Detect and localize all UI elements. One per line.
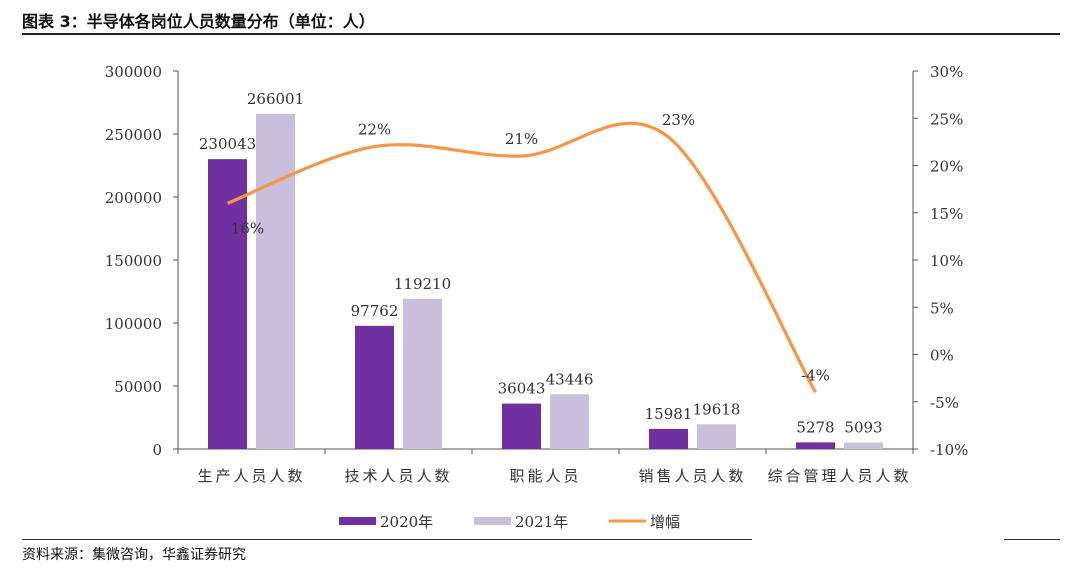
- bar-2020: [796, 442, 835, 449]
- right-tick-label: 25%: [930, 110, 963, 128]
- bar-2021: [550, 394, 589, 449]
- growth-value-label: 21%: [505, 130, 538, 148]
- x-category-label: 销售人员人数: [638, 467, 746, 485]
- bar-value-label: 43446: [546, 370, 594, 388]
- legend-swatch-2020: [339, 517, 376, 525]
- bar-value-label: 19618: [693, 400, 741, 418]
- x-category-label: 技术人员人数: [344, 467, 452, 485]
- source-rule-right: [1004, 539, 1060, 540]
- growth-line-path: [226, 121, 817, 394]
- source-note: 资料来源：集微咨询，华鑫证券研究: [22, 547, 246, 563]
- legend-label-2021: 2021年: [515, 513, 568, 531]
- legend: 2020年 2021年 增幅: [339, 513, 680, 531]
- x-category-label: 综合管理人员人数: [767, 467, 911, 485]
- bar-2021: [256, 113, 295, 449]
- legend-swatch-2021: [474, 517, 511, 525]
- bar-value-label: 36043: [498, 380, 546, 398]
- bar-2020: [649, 428, 688, 449]
- bar-2020: [502, 403, 541, 449]
- axes: 0 50000 100000 150000 200000 250000 300000 -10%…: [105, 63, 969, 485]
- right-tick-label: 30%: [930, 63, 963, 81]
- right-tick-label: -10%: [930, 441, 968, 459]
- legend-label-2020: 2020年: [380, 513, 433, 531]
- bar-value-label: 5278: [796, 418, 834, 436]
- bar-2020: [355, 325, 394, 449]
- growth-value-label: 23%: [662, 111, 695, 129]
- bar-value-label: 15981: [645, 405, 693, 423]
- x-category-label: 职能人员: [509, 467, 581, 485]
- growth-value-label: -4%: [801, 366, 830, 384]
- bar-2020: [208, 159, 247, 449]
- right-tick-label: 5%: [930, 299, 954, 317]
- right-tick-label: 15%: [930, 205, 963, 223]
- bar-value-label: 97762: [351, 302, 399, 320]
- legend-label-growth: 增幅: [650, 513, 680, 531]
- bar-value-label: 230043: [199, 135, 256, 153]
- bar-value-label: 119210: [394, 275, 451, 293]
- right-tick-label: 20%: [930, 158, 963, 176]
- left-tick-label: 300000: [105, 63, 162, 81]
- right-tick-label: 10%: [930, 252, 963, 270]
- left-tick-label: 150000: [105, 252, 162, 270]
- bars: [208, 113, 883, 449]
- left-tick-label: 0: [152, 441, 162, 459]
- x-category-label: 生产人员人数: [197, 467, 305, 485]
- growth-value-label: 22%: [358, 121, 391, 139]
- left-tick-label: 200000: [105, 189, 162, 207]
- bar-value-label: 5093: [844, 419, 882, 437]
- growth-value-label: 16%: [231, 219, 264, 237]
- bar-2021: [697, 424, 736, 449]
- growth-line: [226, 121, 817, 394]
- left-tick-label: 50000: [114, 378, 162, 396]
- title-rule: [22, 33, 1060, 35]
- right-tick-label: -5%: [930, 394, 959, 412]
- bar-2021: [844, 442, 883, 449]
- left-tick-label: 250000: [105, 126, 162, 144]
- source-rule: [22, 539, 752, 540]
- bar-2021: [403, 298, 442, 449]
- data-labels: 230043 97762 36043 15981 5278 266001 119210 434…: [199, 90, 883, 437]
- left-tick-label: 100000: [105, 315, 162, 333]
- chart-title: 图表 3：半导体各岗位人员数量分布（单位：人）: [22, 12, 375, 31]
- bar-value-label: 266001: [247, 90, 304, 108]
- right-tick-label: 0%: [930, 347, 954, 365]
